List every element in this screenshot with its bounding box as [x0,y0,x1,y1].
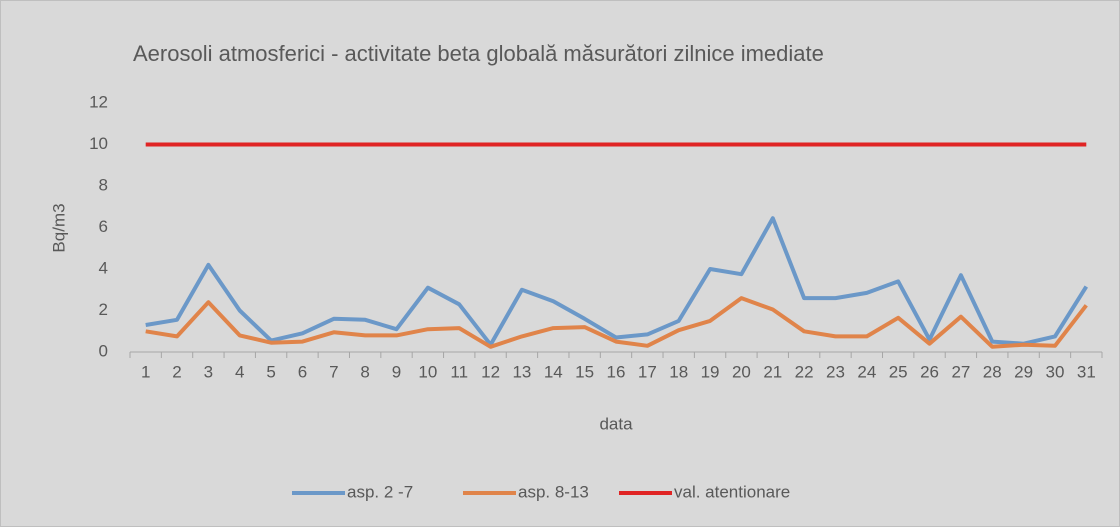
x-tick-label: 31 [1077,362,1096,381]
x-tick-label: 20 [732,362,751,381]
x-axis-label: data [599,414,633,433]
x-tick-label: 6 [298,362,307,381]
chart-title: Aerosoli atmosferici - activitate beta g… [133,41,824,66]
x-tick-label: 24 [857,362,876,381]
y-tick-label: 8 [99,175,108,194]
x-tick-label: 4 [235,362,244,381]
x-tick-label: 29 [1014,362,1033,381]
x-tick-label: 28 [983,362,1002,381]
x-tick-label: 11 [450,362,468,381]
x-tick-label: 27 [951,362,970,381]
x-tick-label: 15 [575,362,594,381]
y-tick-label: 2 [99,300,108,319]
y-axis-label: Bq/m3 [49,203,68,252]
x-tick-label: 21 [763,362,782,381]
x-tick-label: 17 [638,362,657,381]
legend-label: asp. 8-13 [518,482,589,501]
x-tick-label: 10 [418,362,437,381]
x-tick-label: 1 [141,362,150,381]
x-tick-label: 8 [360,362,369,381]
series-line [145,216,1088,347]
y-tick-label: 10 [89,134,108,153]
series-line [145,296,1088,349]
legend-label: val. atentionare [674,482,790,501]
x-tick-label: 12 [481,362,500,381]
x-tick-label: 9 [392,362,401,381]
x-tick-label: 13 [512,362,531,381]
x-tick-label: 2 [172,362,181,381]
x-tick-label: 23 [826,362,845,381]
y-tick-label: 0 [99,341,108,360]
x-tick-label: 5 [266,362,275,381]
x-tick-label: 16 [607,362,626,381]
x-tick-label: 3 [204,362,213,381]
x-tick-label: 14 [544,362,563,381]
x-tick-label: 26 [920,362,939,381]
y-tick-label: 4 [99,258,108,277]
x-tick-label: 22 [795,362,814,381]
legend-label: asp. 2 -7 [347,482,413,501]
x-tick-label: 7 [329,362,338,381]
x-tick-label: 25 [889,362,908,381]
x-tick-label: 19 [701,362,720,381]
x-tick-label: 18 [669,362,688,381]
x-tick-label: 30 [1046,362,1065,381]
y-tick-label: 6 [99,217,108,236]
y-tick-label: 12 [89,92,108,111]
